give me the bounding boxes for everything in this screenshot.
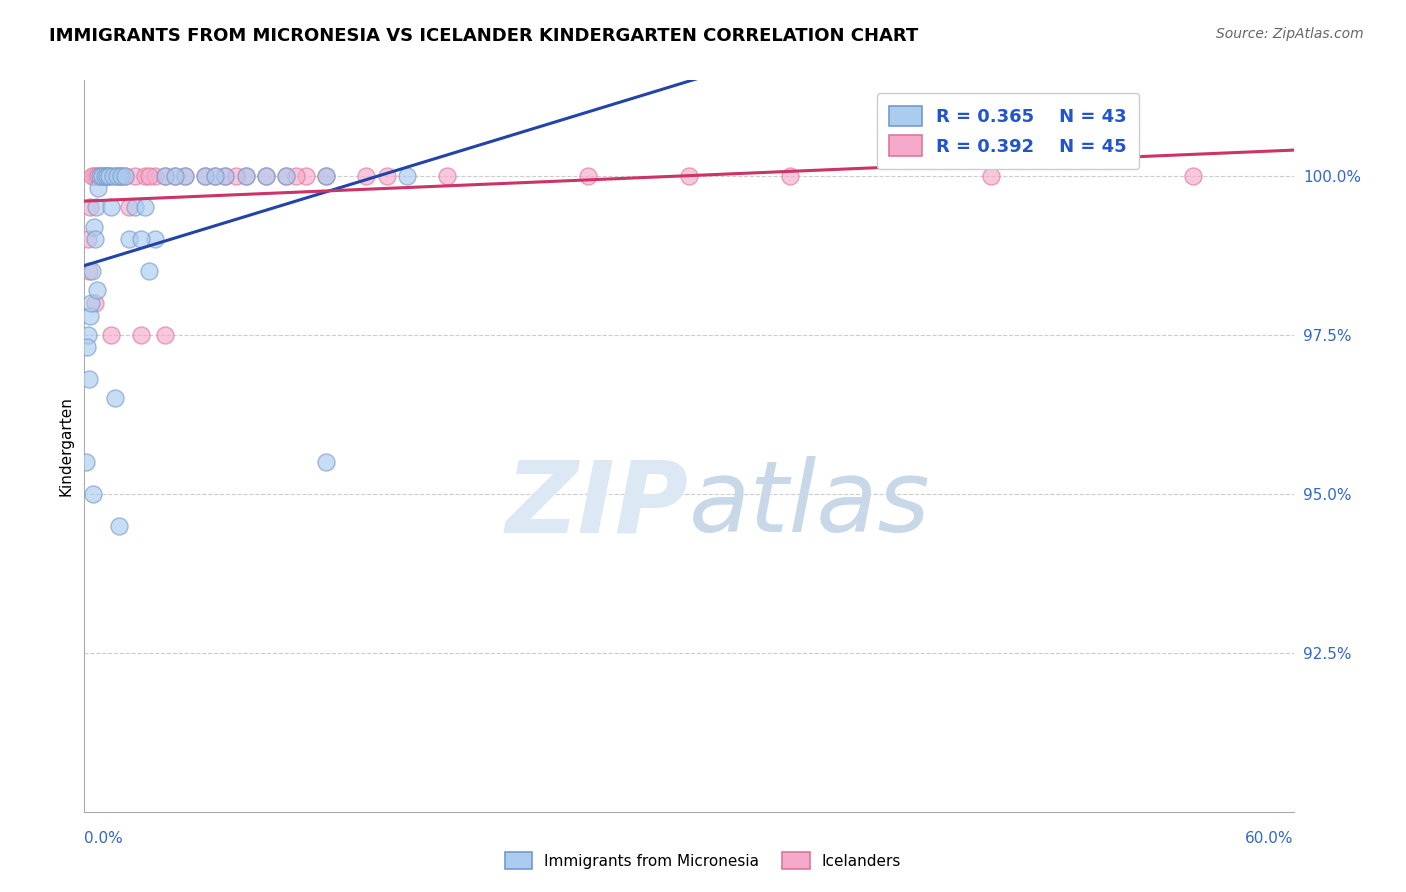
- Point: [225, 169, 247, 183]
- Point: [678, 169, 700, 183]
- Point: [107, 169, 129, 183]
- Point: [980, 169, 1002, 183]
- Point: [165, 169, 187, 183]
- Point: [118, 232, 141, 246]
- Point: [110, 169, 132, 183]
- Point: [204, 169, 226, 183]
- Point: [315, 169, 337, 183]
- Point: [1181, 169, 1204, 183]
- Point: [79, 372, 101, 386]
- Point: [129, 327, 152, 342]
- Point: [82, 486, 104, 500]
- Point: [101, 169, 124, 183]
- Point: [138, 169, 160, 183]
- Text: Source: ZipAtlas.com: Source: ZipAtlas.com: [1216, 27, 1364, 41]
- Point: [100, 327, 122, 342]
- Point: [104, 169, 127, 183]
- Point: [87, 181, 110, 195]
- Point: [124, 169, 146, 183]
- Point: [84, 232, 107, 246]
- Point: [174, 169, 197, 183]
- Point: [153, 169, 176, 183]
- Point: [779, 169, 801, 183]
- Point: [214, 169, 236, 183]
- Text: IMMIGRANTS FROM MICRONESIA VS ICELANDER KINDERGARTEN CORRELATION CHART: IMMIGRANTS FROM MICRONESIA VS ICELANDER …: [49, 27, 918, 45]
- Point: [97, 169, 120, 183]
- Point: [77, 327, 100, 342]
- Text: atlas: atlas: [689, 456, 931, 553]
- Point: [83, 169, 105, 183]
- Point: [79, 309, 101, 323]
- Point: [79, 201, 101, 215]
- Point: [129, 232, 152, 246]
- Text: 60.0%: 60.0%: [1246, 830, 1294, 846]
- Point: [79, 264, 101, 278]
- Point: [86, 169, 108, 183]
- Point: [104, 392, 127, 406]
- Point: [91, 169, 114, 183]
- Point: [93, 169, 115, 183]
- Point: [134, 201, 156, 215]
- Point: [134, 169, 156, 183]
- Y-axis label: Kindergarten: Kindergarten: [58, 396, 73, 496]
- Point: [105, 169, 128, 183]
- Point: [86, 201, 108, 215]
- Point: [89, 169, 111, 183]
- Point: [436, 169, 458, 183]
- Point: [93, 169, 115, 183]
- Point: [118, 201, 141, 215]
- Point: [274, 169, 297, 183]
- Point: [114, 169, 136, 183]
- Point: [80, 296, 103, 310]
- Point: [174, 169, 197, 183]
- Point: [107, 518, 129, 533]
- Point: [87, 169, 110, 183]
- Text: 0.0%: 0.0%: [84, 830, 124, 846]
- Legend: R = 0.365    N = 43, R = 0.392    N = 45: R = 0.365 N = 43, R = 0.392 N = 45: [876, 93, 1139, 169]
- Point: [153, 169, 176, 183]
- Point: [75, 455, 97, 469]
- Point: [89, 169, 111, 183]
- Point: [153, 327, 176, 342]
- Point: [110, 169, 132, 183]
- Point: [84, 296, 107, 310]
- Point: [254, 169, 277, 183]
- Point: [356, 169, 378, 183]
- Point: [194, 169, 217, 183]
- Point: [285, 169, 308, 183]
- Point: [82, 264, 104, 278]
- Point: [235, 169, 257, 183]
- Point: [576, 169, 599, 183]
- Point: [395, 169, 418, 183]
- Point: [165, 169, 187, 183]
- Point: [86, 283, 108, 297]
- Point: [315, 455, 337, 469]
- Point: [143, 169, 166, 183]
- Point: [124, 201, 146, 215]
- Point: [96, 169, 118, 183]
- Point: [214, 169, 236, 183]
- Point: [235, 169, 257, 183]
- Point: [77, 232, 100, 246]
- Point: [138, 264, 160, 278]
- Point: [194, 169, 217, 183]
- Point: [114, 169, 136, 183]
- Point: [97, 169, 120, 183]
- Point: [143, 232, 166, 246]
- Point: [76, 340, 98, 354]
- Point: [375, 169, 398, 183]
- Text: ZIP: ZIP: [506, 456, 689, 553]
- Point: [83, 219, 105, 234]
- Point: [254, 169, 277, 183]
- Point: [274, 169, 297, 183]
- Point: [82, 169, 104, 183]
- Legend: Immigrants from Micronesia, Icelanders: Immigrants from Micronesia, Icelanders: [499, 846, 907, 875]
- Point: [100, 201, 122, 215]
- Point: [295, 169, 318, 183]
- Point: [96, 169, 118, 183]
- Point: [315, 169, 337, 183]
- Point: [204, 169, 226, 183]
